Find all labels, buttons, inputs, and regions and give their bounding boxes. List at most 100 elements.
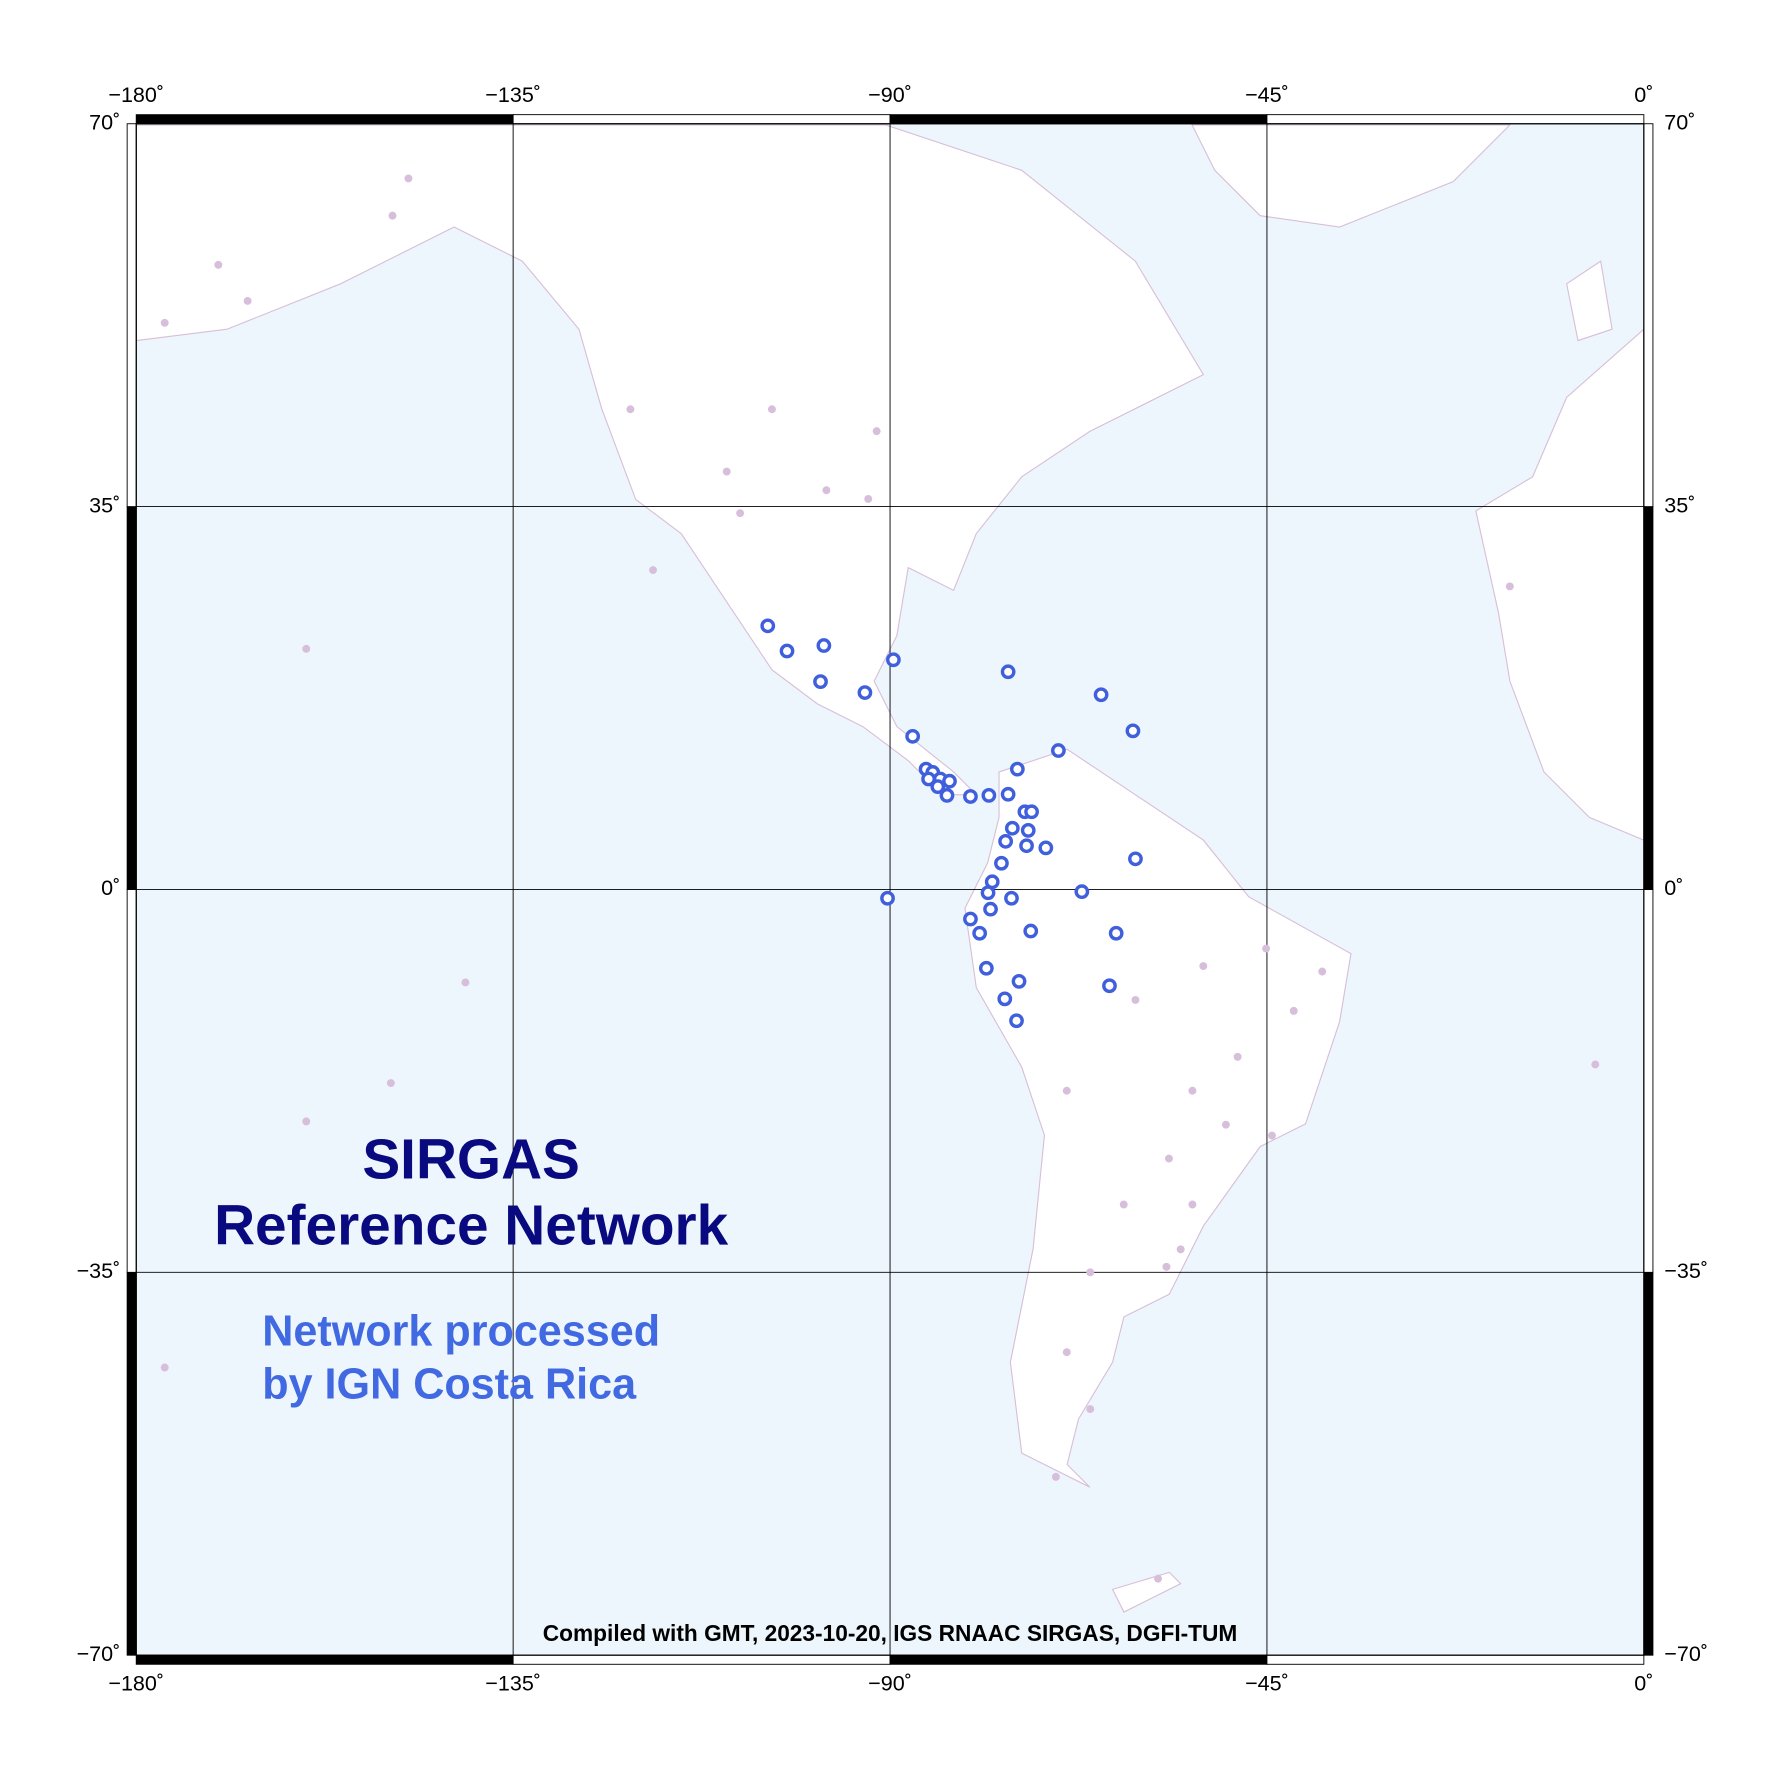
station <box>1262 944 1271 953</box>
station <box>1289 1006 1298 1015</box>
greenland <box>1191 124 1512 228</box>
frame-bar <box>135 1654 514 1665</box>
ign-station <box>813 674 828 690</box>
ign-station <box>779 643 795 659</box>
station <box>1591 1060 1600 1069</box>
ign-station <box>1000 786 1016 802</box>
ign-station <box>1020 823 1036 838</box>
frame-bar <box>512 114 891 125</box>
station <box>388 211 397 220</box>
station <box>767 405 776 414</box>
frame-bar <box>126 123 137 508</box>
land <box>135 124 1645 1613</box>
station <box>1162 1262 1171 1271</box>
frame-bar <box>512 1654 891 1665</box>
station <box>461 978 470 987</box>
ign-station <box>939 788 955 803</box>
station <box>1318 967 1327 976</box>
y-tick-label: 70˚ <box>1664 109 1695 134</box>
x-tick-label: −45˚ <box>1245 82 1289 107</box>
frame: −180˚ −180˚ −135˚ −135˚ −90˚ −90˚ −45˚ −45˚ 0˚ 0˚… <box>77 82 1708 1695</box>
ign-station <box>1023 923 1039 939</box>
station <box>1221 1120 1230 1129</box>
station <box>1062 1348 1071 1357</box>
frame-bar <box>126 1271 137 1656</box>
x-tick-label: −90˚ <box>868 1670 912 1695</box>
frame-bar <box>1266 1654 1645 1665</box>
ign-station <box>1128 851 1143 867</box>
station <box>302 1117 311 1126</box>
ign-station <box>978 960 994 976</box>
ign-station <box>963 911 978 927</box>
x-tick-label: −45˚ <box>1245 1670 1289 1695</box>
ign-station <box>981 788 997 803</box>
stations <box>160 174 1600 1583</box>
station <box>1164 1154 1173 1163</box>
station <box>1188 1200 1197 1209</box>
ign-station <box>905 728 921 744</box>
frame-bar <box>1643 889 1654 1273</box>
station <box>404 174 413 183</box>
y-tick-label: 0˚ <box>1664 875 1683 900</box>
footer: Compiled with GMT, 2023-10-20, IGS RNAAC… <box>543 1620 1238 1646</box>
ign-station <box>886 652 901 668</box>
y-tick-label: 0˚ <box>101 875 120 900</box>
station <box>243 296 252 305</box>
south-america <box>964 748 1352 1488</box>
ign-station <box>998 833 1014 849</box>
ign-station <box>1000 664 1016 680</box>
y-tick-label: 35˚ <box>89 492 120 517</box>
station <box>649 566 657 575</box>
x-tick-label: −180˚ <box>108 1670 164 1695</box>
africa-europe <box>1475 327 1645 841</box>
station <box>864 494 873 503</box>
frame-bar <box>889 114 1268 125</box>
y-tick-label: 70˚ <box>89 109 120 134</box>
ign-station <box>1102 978 1117 994</box>
station <box>1086 1268 1095 1277</box>
ign-station <box>1004 890 1019 906</box>
frame-bar <box>126 889 137 1273</box>
north-america <box>135 124 1205 796</box>
ign-station <box>930 779 946 795</box>
station <box>1199 962 1208 971</box>
map-border <box>135 123 1645 1656</box>
frame-bar <box>1643 1271 1654 1656</box>
frame-bar <box>889 1654 1268 1665</box>
station <box>1267 1131 1276 1140</box>
station <box>736 509 745 518</box>
frame-bar <box>1643 123 1654 508</box>
ign-station <box>980 885 996 901</box>
station <box>1062 1086 1071 1095</box>
antarctic-peninsula <box>1111 1571 1182 1613</box>
station <box>1119 1200 1128 1209</box>
ign-station <box>1038 840 1054 856</box>
title-line: SIRGAS <box>362 1129 580 1192</box>
station <box>160 318 169 327</box>
ign-station <box>1019 838 1034 854</box>
british-isles <box>1566 260 1613 342</box>
x-tick-label: −180˚ <box>108 82 164 107</box>
x-tick-label: 0˚ <box>1634 82 1653 107</box>
subtitle-line: Network processed <box>262 1307 660 1355</box>
y-tick-label: −35˚ <box>77 1258 121 1283</box>
ign-station <box>1009 1013 1024 1029</box>
station <box>626 405 635 414</box>
ign-station <box>1093 687 1109 703</box>
ign-station <box>1108 925 1124 941</box>
station <box>386 1079 395 1088</box>
ign-station <box>1024 804 1039 820</box>
ign-station <box>972 925 988 941</box>
ign-station <box>1051 743 1066 758</box>
title-line: Reference Network <box>214 1194 729 1257</box>
ign-station <box>983 901 998 917</box>
y-tick-label: −70˚ <box>77 1641 121 1666</box>
x-tick-label: −135˚ <box>485 82 541 107</box>
station <box>872 427 881 436</box>
ign-station <box>1125 723 1141 739</box>
frame-bar <box>1266 114 1645 125</box>
station <box>302 644 311 653</box>
x-tick-label: 0˚ <box>1634 1670 1653 1695</box>
